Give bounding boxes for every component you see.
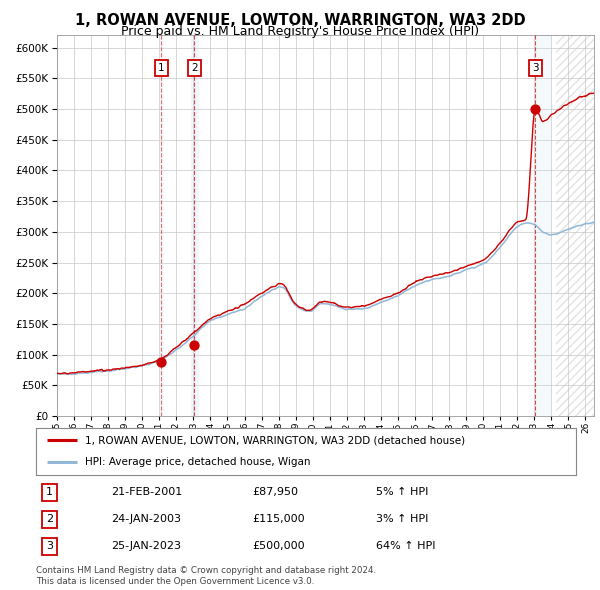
Bar <box>556 35 594 416</box>
Text: £115,000: £115,000 <box>252 514 305 525</box>
Text: 64% ↑ HPI: 64% ↑ HPI <box>376 542 436 552</box>
Text: HPI: Average price, detached house, Wigan: HPI: Average price, detached house, Wiga… <box>85 457 310 467</box>
Bar <box>191 35 199 416</box>
Text: 5% ↑ HPI: 5% ↑ HPI <box>376 487 428 497</box>
Point <box>530 104 540 114</box>
Text: 25-JAN-2023: 25-JAN-2023 <box>112 542 182 552</box>
Text: 2: 2 <box>46 514 53 525</box>
Text: 3% ↑ HPI: 3% ↑ HPI <box>376 514 428 525</box>
Text: Contains HM Land Registry data © Crown copyright and database right 2024.: Contains HM Land Registry data © Crown c… <box>36 566 376 575</box>
Text: 1, ROWAN AVENUE, LOWTON, WARRINGTON, WA3 2DD (detached house): 1, ROWAN AVENUE, LOWTON, WARRINGTON, WA3… <box>85 435 465 445</box>
Text: £87,950: £87,950 <box>252 487 298 497</box>
Text: 21-FEB-2001: 21-FEB-2001 <box>112 487 183 497</box>
Text: 3: 3 <box>46 542 53 552</box>
Text: 2: 2 <box>191 63 198 73</box>
Text: £500,000: £500,000 <box>252 542 305 552</box>
Text: 1, ROWAN AVENUE, LOWTON, WARRINGTON, WA3 2DD: 1, ROWAN AVENUE, LOWTON, WARRINGTON, WA3… <box>74 13 526 28</box>
Text: Price paid vs. HM Land Registry's House Price Index (HPI): Price paid vs. HM Land Registry's House … <box>121 25 479 38</box>
Bar <box>159 35 164 416</box>
Text: This data is licensed under the Open Government Licence v3.0.: This data is licensed under the Open Gov… <box>36 577 314 586</box>
Text: 1: 1 <box>158 63 164 73</box>
Text: 24-JAN-2003: 24-JAN-2003 <box>112 514 182 525</box>
Bar <box>556 35 594 416</box>
Bar <box>535 35 551 416</box>
Point <box>190 340 199 350</box>
Text: 3: 3 <box>532 63 539 73</box>
Text: 1: 1 <box>46 487 53 497</box>
Point <box>157 358 166 367</box>
